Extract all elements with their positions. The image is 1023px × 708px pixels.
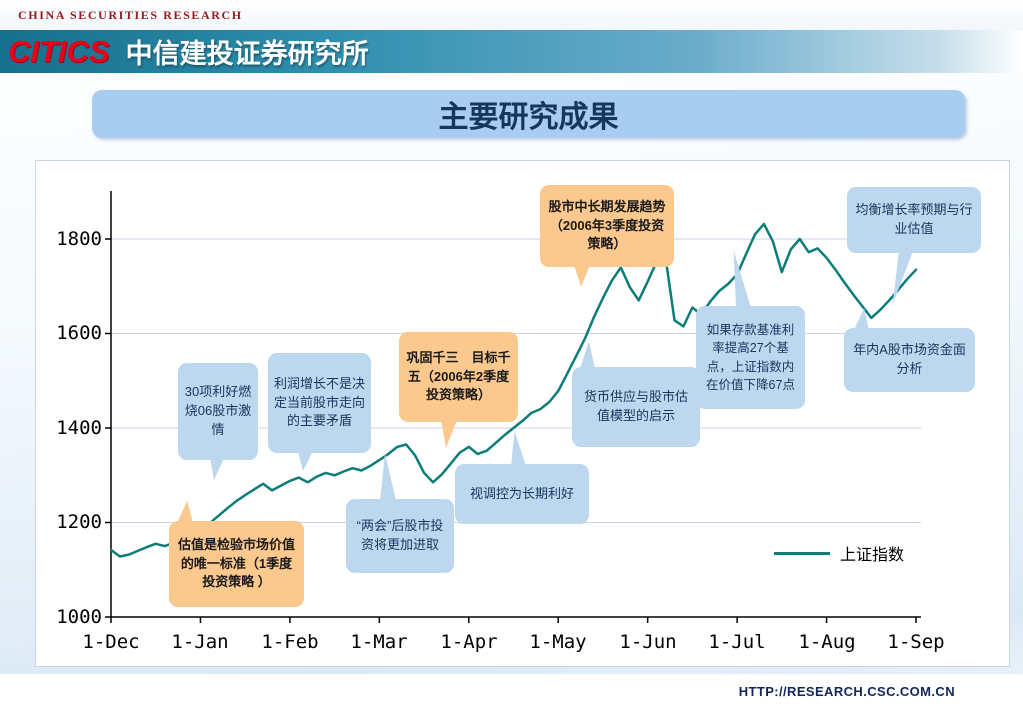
x-tick-label: 1-Dec xyxy=(82,631,140,653)
x-tick-label: 1-Apr xyxy=(440,631,498,653)
callout-30-good-news: 30项利好燃烧06股市激情 xyxy=(178,363,258,480)
x-tick-label: 1-Jul xyxy=(708,631,766,653)
callout-funds-analysis: 年内A股市场资金面分析 xyxy=(844,308,975,392)
y-tick-label: 1600 xyxy=(56,322,102,344)
callout-tail xyxy=(574,265,594,287)
callout-q1-strategy: 估值是检验市场价值的唯一标准（1季度投资策略 ） xyxy=(169,501,304,607)
x-tick-label: 1-Jun xyxy=(619,631,677,653)
callout-text: 估值是检验市场价值的唯一标准（1季度投资策略 ） xyxy=(177,536,295,590)
legend: 上证指数 xyxy=(774,541,904,565)
callout-text: 货币供应与股市估值模型的启示 xyxy=(583,389,688,423)
callout-text: 股市中长期发展趋势（2006年3季度投资策略） xyxy=(548,198,666,252)
callout-tail xyxy=(298,451,313,471)
top-strip: CHINA SECURITIES RESEARCH xyxy=(0,0,1023,30)
callout-regulation: 视调控为长期利好 xyxy=(455,431,589,524)
y-tick-label: 1200 xyxy=(56,511,102,533)
citics-logo: CITICS xyxy=(8,33,110,69)
callout-lianghui: “两会”后股市投资将更加进取 xyxy=(346,453,454,573)
x-tick-label: 1-May xyxy=(529,631,587,653)
slide-title-banner: 主要研究成果 xyxy=(92,90,965,138)
chart-panel: 1800 1600 1400 1200 1000 1-Dec 1-Jan 1-F… xyxy=(35,160,1010,667)
callout-q3-strategy: 股市中长期发展趋势（2006年3季度投资策略） xyxy=(540,185,674,287)
y-tick-label: 1400 xyxy=(56,417,102,439)
callout-text: 利润增长不是决定当前股市走向的主要矛盾 xyxy=(274,375,366,429)
callout-money-supply: 货币供应与股市估值模型的启示 xyxy=(572,341,700,447)
legend-label: 上证指数 xyxy=(840,547,905,564)
callout-profit-growth: 利润增长不是决定当前股市走向的主要矛盾 xyxy=(268,353,371,471)
callout-text: 视调控为长期利好 xyxy=(469,485,574,501)
callout-text: 巩固千三 目标千五（2006年2季度投资策略） xyxy=(406,349,511,403)
callout-text: 30项利好燃烧06股市激情 xyxy=(184,384,252,437)
eyebrow-text: CHINA SECURITIES RESEARCH xyxy=(18,8,243,22)
callout-tail xyxy=(441,420,457,448)
callout-text: 年内A股市场资金面分析 xyxy=(853,342,966,376)
footer: HTTP://RESEARCH.CSC.COM.CN xyxy=(0,674,1023,708)
callout-tail xyxy=(210,458,224,480)
callout-text: 均衡增长率预期与行业估值 xyxy=(855,202,973,236)
x-tick-label: 1-Sep xyxy=(887,631,945,653)
y-tick-label: 1000 xyxy=(56,606,102,628)
callout-text: “两会”后股市投资将更加进取 xyxy=(356,518,444,552)
header-band: CITICS 中信建投证券研究所 xyxy=(0,30,1023,73)
org-name: 中信建投证券研究所 xyxy=(125,39,369,69)
x-tick-label: 1-Mar xyxy=(350,631,408,653)
callout-balanced-growth: 均衡增长率预期与行业估值 xyxy=(847,187,981,305)
footer-url: HTTP://RESEARCH.CSC.COM.CN xyxy=(738,683,955,699)
y-tick-label: 1800 xyxy=(56,228,102,250)
x-tick-label: 1-Aug xyxy=(798,631,856,653)
x-tick-label: 1-Feb xyxy=(261,631,319,653)
callout-rate-hike: 如果存款基准利率提高27个基点，上证指数内在价值下降67点 xyxy=(696,250,805,409)
slide-title: 主要研究成果 xyxy=(438,100,619,135)
callout-q2-strategy: 巩固千三 目标千五（2006年2季度投资策略） xyxy=(399,332,518,448)
x-tick-label: 1-Jan xyxy=(171,631,229,653)
callout-tail xyxy=(380,453,396,501)
legend-line-swatch xyxy=(774,551,830,555)
callout-text: 如果存款基准利率提高27个基点，上证指数内在价值下降67点 xyxy=(706,323,795,392)
